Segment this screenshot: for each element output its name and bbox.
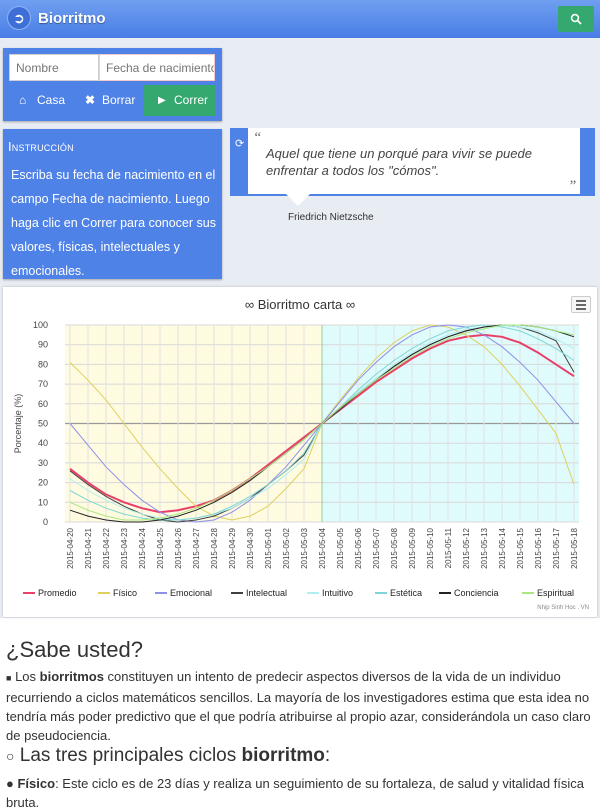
y-tick-label: 90: [38, 340, 48, 350]
x-tick-label: 2015-05-09: [408, 527, 417, 568]
search-icon: [570, 13, 582, 25]
run-button-label: Correr: [174, 93, 209, 107]
refresh-icon[interactable]: ⟳: [235, 138, 245, 150]
info-p1-bold: biorritmos: [39, 669, 104, 684]
close-quote-mark: ”: [568, 178, 577, 194]
quote-box: “ Aquel que tiene un porqué para vivir s…: [248, 128, 580, 194]
x-tick-label: 2015-04-29: [228, 527, 237, 568]
cycles-heading-suffix: :: [324, 745, 331, 766]
bullet: ■: [6, 673, 12, 683]
y-tick-label: 70: [38, 379, 48, 389]
birth-form: ⌂ Casa ✖ Borrar ▶ Correr: [3, 48, 222, 121]
biorhythm-chart: 0 10 20 30 40 50 60 70 80 90 100 2015-04-20 2015-04-…: [3, 287, 597, 617]
x-tick-label: 2015-05-07: [372, 527, 381, 568]
close-icon: ✖: [85, 93, 96, 107]
cycles-heading: ○ Las tres principales ciclos biorritmo:: [6, 745, 330, 767]
quote-tail: [286, 194, 310, 206]
y-tick-label: 80: [38, 359, 48, 369]
y-tick-label: 50: [38, 419, 48, 429]
x-tick-label: 2015-05-10: [426, 527, 435, 568]
x-tick-label: 2015-04-25: [156, 527, 165, 568]
x-tick-label: 2015-04-28: [210, 527, 219, 568]
x-tick-label: 2015-05-05: [336, 527, 345, 568]
x-tick-label: 2015-04-22: [102, 527, 111, 568]
info-paragraph: ■ Los biorritmos constituyen un intento …: [6, 667, 594, 745]
series-line-espiritual: [69, 324, 575, 521]
physical-text: : Este ciclo es de 23 días y realiza un …: [6, 776, 585, 810]
legend-label: Intuitivo: [322, 588, 353, 598]
home-icon: ⌂: [19, 93, 27, 107]
y-tick-label: 10: [38, 497, 48, 507]
app-logo-icon[interactable]: ➲: [7, 6, 31, 30]
y-tick-label: 100: [33, 320, 48, 330]
x-tick-label: 2015-05-15: [516, 527, 525, 568]
physical-cycle-item: ● Físico: Este ciclo es de 23 días y rea…: [6, 774, 594, 812]
physical-label: Físico: [17, 776, 56, 791]
search-button[interactable]: [558, 6, 594, 32]
y-tick-label: 40: [38, 438, 48, 448]
instructions-panel: Instrucción Escriba su fecha de nacimien…: [3, 129, 222, 279]
open-quote-mark: “: [253, 130, 262, 146]
birthdate-input[interactable]: [99, 54, 215, 81]
legend-label: Intelectual: [246, 588, 287, 598]
x-tick-label: 2015-04-21: [84, 527, 93, 568]
legend-label: Promedio: [38, 588, 77, 598]
x-tick-label: 2015-05-16: [534, 527, 543, 568]
legend-label: Físico: [113, 588, 137, 598]
x-tick-label: 2015-04-27: [192, 527, 201, 568]
y-tick-label: 20: [38, 478, 48, 488]
x-tick-label: 2015-05-18: [570, 527, 579, 568]
quote-text: Aquel que tiene un porqué para vivir se …: [266, 146, 532, 178]
app-title: Biorritmo: [38, 10, 106, 27]
clear-button[interactable]: ✖ Borrar: [75, 85, 143, 116]
app-bar: ➲ Biorritmo: [0, 0, 600, 38]
home-button[interactable]: ⌂ Casa: [9, 85, 75, 116]
x-tick-label: 2015-05-11: [444, 527, 453, 568]
bullet: ●: [6, 776, 14, 791]
y-axis-label: Porcentaje (%): [13, 394, 23, 454]
home-button-label: Casa: [37, 93, 66, 107]
info-p1-prefix: Los: [15, 669, 40, 684]
chart-title: ∞ Biorritmo carta ∞: [245, 297, 355, 312]
x-tick-label: 2015-04-23: [120, 527, 129, 568]
name-input[interactable]: [9, 54, 99, 81]
x-tick-label: 2015-05-14: [498, 527, 507, 568]
x-tick-label: 2015-05-01: [264, 527, 273, 568]
x-tick-label: 2015-04-30: [246, 527, 255, 568]
legend-label: Conciencia: [454, 588, 499, 598]
y-tick-label: 30: [38, 458, 48, 468]
clear-button-label: Borrar: [102, 93, 136, 107]
info-heading: ¿Sabe usted?: [6, 637, 143, 662]
run-button[interactable]: ▶ Correr: [144, 85, 216, 116]
y-tick-label: 0: [43, 517, 48, 527]
x-tick-label: 2015-05-13: [480, 527, 489, 568]
x-tick-label: 2015-05-08: [390, 527, 399, 568]
instructions-text: Escriba su fecha de nacimiento en el cam…: [11, 168, 216, 278]
cycles-heading-prefix: Las tres principales ciclos: [19, 745, 242, 766]
x-tick-label: 2015-04-26: [174, 527, 183, 568]
legend-label: Estética: [390, 588, 422, 598]
circle-bullet: ○: [6, 748, 15, 764]
x-tick-label: 2015-05-06: [354, 527, 363, 568]
chart-menu-button[interactable]: [571, 296, 591, 313]
x-tick-label: 2015-05-03: [300, 527, 309, 568]
legend-label: Emocional: [170, 588, 212, 598]
x-tick-label: 2015-04-24: [138, 527, 147, 568]
chart-svg: 0 10 20 30 40 50 60 70 80 90 100 2015-04-20 2015-04-…: [13, 297, 589, 611]
quote-author: Friedrich Nietzsche: [288, 212, 374, 223]
legend-label: Espiritual: [537, 588, 574, 598]
x-tick-label: 2015-05-02: [282, 527, 291, 568]
x-tick-label: 2015-05-04: [318, 527, 327, 568]
x-tick-label: 2015-04-20: [66, 527, 75, 568]
chart-credit: Nhịp Sinh Học . VN: [537, 605, 589, 611]
instructions-title: Instrucción: [8, 139, 74, 154]
x-tick-label: 2015-05-12: [462, 527, 471, 568]
play-icon: ▶: [158, 95, 166, 106]
y-tick-label: 60: [38, 399, 48, 409]
info-p1-rest: constituyen un intento de predecir aspec…: [6, 669, 591, 743]
x-tick-label: 2015-05-17: [552, 527, 561, 568]
cycles-heading-bold: biorritmo: [241, 745, 325, 766]
